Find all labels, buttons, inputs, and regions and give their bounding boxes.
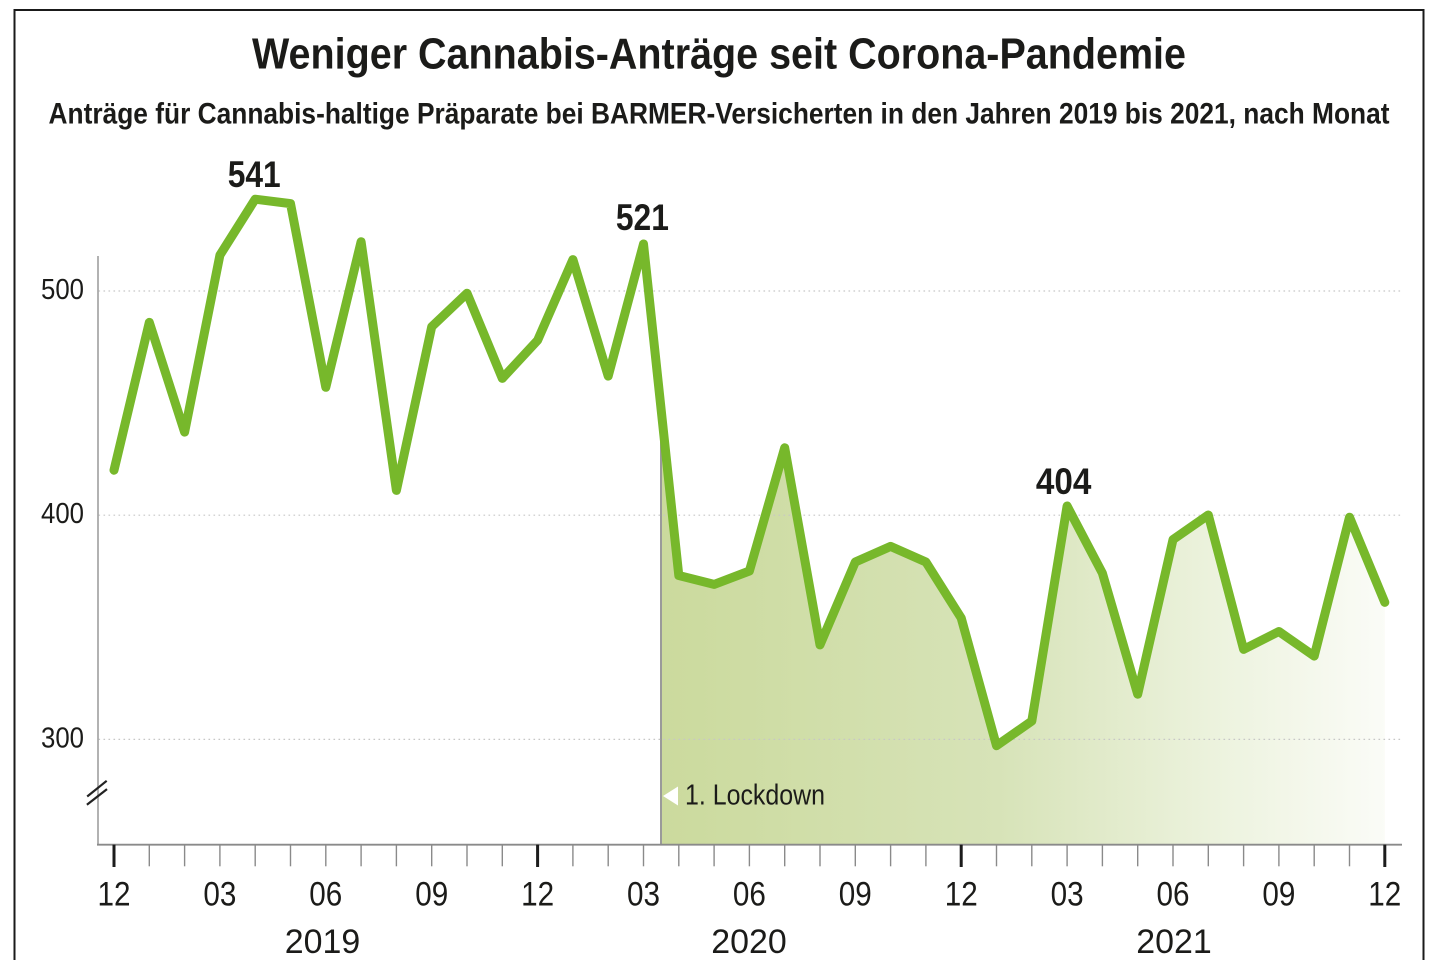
svg-text:2019: 2019 xyxy=(285,923,361,960)
svg-text:Weniger Cannabis-Anträge seit: Weniger Cannabis-Anträge seit Corona-Pan… xyxy=(252,31,1186,79)
svg-text:09: 09 xyxy=(1262,875,1295,913)
svg-text:03: 03 xyxy=(203,875,236,913)
svg-text:1. Lockdown: 1. Lockdown xyxy=(685,780,825,812)
svg-text:12: 12 xyxy=(98,875,131,913)
svg-text:521: 521 xyxy=(616,196,669,238)
svg-text:Anträge für Cannabis-haltige P: Anträge für Cannabis-haltige Präparate b… xyxy=(49,97,1390,130)
svg-text:2020: 2020 xyxy=(711,923,787,960)
svg-text:2021: 2021 xyxy=(1136,923,1212,960)
svg-text:500: 500 xyxy=(41,274,84,306)
svg-text:06: 06 xyxy=(1157,875,1190,913)
svg-text:03: 03 xyxy=(627,875,660,913)
svg-text:12: 12 xyxy=(521,875,554,913)
svg-text:06: 06 xyxy=(309,875,342,913)
svg-text:06: 06 xyxy=(733,875,766,913)
svg-text:09: 09 xyxy=(415,875,448,913)
svg-text:03: 03 xyxy=(1051,875,1084,913)
svg-text:400: 400 xyxy=(41,498,84,530)
svg-text:300: 300 xyxy=(41,722,84,754)
svg-text:404: 404 xyxy=(1036,460,1092,502)
svg-text:541: 541 xyxy=(228,153,281,195)
svg-text:09: 09 xyxy=(839,875,872,913)
svg-text:12: 12 xyxy=(945,875,978,913)
svg-text:12: 12 xyxy=(1368,875,1401,913)
